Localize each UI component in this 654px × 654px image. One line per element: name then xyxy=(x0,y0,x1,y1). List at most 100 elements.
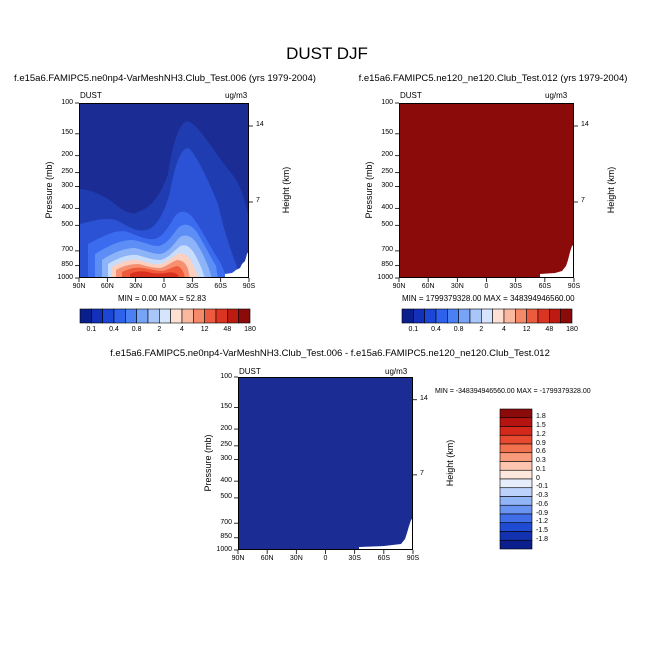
plot-area-top-right xyxy=(399,103,574,278)
colorbar-label: 1.8 xyxy=(536,413,546,421)
colorbar-swatch xyxy=(125,308,137,324)
y2-axis-label: Height (km) xyxy=(606,166,616,213)
colorbar-label: 4 xyxy=(180,326,184,333)
colorbar-swatch xyxy=(499,539,533,550)
contour-band xyxy=(130,271,179,277)
x-tick-label: 90S xyxy=(406,555,420,562)
contour-field-difference xyxy=(359,519,412,549)
colorbar-label: -0.1 xyxy=(536,483,549,491)
colorbar-label: -1.2 xyxy=(536,518,549,526)
colorbar-swatch xyxy=(499,417,533,427)
colorbar-swatch xyxy=(526,308,539,324)
figure-title: DUST DJF xyxy=(286,44,368,63)
x-tick-label: 0 xyxy=(484,283,489,290)
stats-text: MIN = -348394946560.00 MAX = -1799379328… xyxy=(435,388,591,395)
x-tick-label: 30S xyxy=(186,283,199,290)
colorbar-label: 12 xyxy=(200,326,209,333)
y-tick-label: 500 xyxy=(220,493,232,501)
y2-tick-label: 14 xyxy=(256,121,264,129)
x-tick-label: 0 xyxy=(323,555,328,562)
colorbar-label: 0.8 xyxy=(131,326,142,333)
y-tick-label: 250 xyxy=(381,168,393,176)
colorbar-label: 0.1 xyxy=(536,465,546,473)
stats-text: MIN = 1799379328.00 MAX = 348394946560.0… xyxy=(402,294,575,303)
x-tick-label: 90S xyxy=(242,283,256,290)
x-tick-label: 90S xyxy=(567,283,581,290)
y-tick-label: 250 xyxy=(61,168,73,176)
y-axis-label: Pressure (mb) xyxy=(44,161,54,219)
colorbar-swatch xyxy=(499,452,533,462)
panel-left-label: DUST xyxy=(80,91,102,100)
y-tick-label: 700 xyxy=(61,246,73,254)
colorbar-top-left xyxy=(79,308,251,324)
colorbar-swatch xyxy=(113,308,126,324)
contour-field-top-right xyxy=(540,245,573,277)
colorbar-swatch xyxy=(458,308,471,324)
panel-title-difference: f.e15a6.FAMIPC5.ne0np4-VarMeshNH3.Club_T… xyxy=(110,348,550,359)
axes-ticks-difference xyxy=(234,376,417,554)
colorbar-label: 1.2 xyxy=(536,430,546,438)
colorbar-swatch xyxy=(481,308,493,324)
colorbar-swatch xyxy=(515,308,527,324)
colorbar-swatch xyxy=(424,308,437,324)
y2-tick-label: 7 xyxy=(420,470,424,478)
x-tick-label: 30N xyxy=(450,283,464,290)
y-tick-label: 700 xyxy=(381,246,393,254)
colorbar-swatch xyxy=(499,426,533,436)
topography-mask xyxy=(225,252,248,277)
colorbar-swatch xyxy=(91,308,103,324)
colorbar-swatch xyxy=(147,308,160,324)
x-tick-label: 60N xyxy=(421,283,435,290)
colorbar-difference xyxy=(499,408,533,550)
topography-mask xyxy=(359,519,412,549)
colorbar-label: 0 xyxy=(536,474,540,482)
colorbar-swatch xyxy=(499,469,533,480)
panel-title-top-left: f.e15a6.FAMIPC5.ne0np4-VarMeshNH3.Club_T… xyxy=(14,73,316,84)
colorbar-label: 0.4 xyxy=(109,326,119,333)
colorbar-swatch xyxy=(401,308,414,324)
x-tick-label: 60N xyxy=(260,555,274,562)
colorbar-swatch xyxy=(503,308,516,324)
panel-unit-label: ug/m3 xyxy=(385,367,408,376)
colorbar-label: 2 xyxy=(157,326,162,333)
colorbar-swatch xyxy=(492,308,505,324)
colorbar-top-right xyxy=(401,308,573,324)
colorbar-swatch xyxy=(136,308,149,324)
colorbar-swatch xyxy=(215,308,228,324)
y-tick-label: 300 xyxy=(381,181,393,189)
colorbar-swatch xyxy=(102,308,115,324)
x-tick-label: 60N xyxy=(100,283,114,290)
y2-axis-label: Height (km) xyxy=(281,166,291,213)
x-tick-label: 90N xyxy=(231,555,245,562)
colorbar-swatch xyxy=(499,531,533,541)
colorbar-swatch xyxy=(79,308,92,324)
y-tick-label: 850 xyxy=(381,261,393,269)
colorbar-label: 2 xyxy=(479,326,484,333)
colorbar-label: -0.3 xyxy=(536,492,549,499)
colorbar-label: -0.9 xyxy=(536,509,549,517)
colorbar-label: 0.9 xyxy=(536,439,546,447)
x-tick-label: 60S xyxy=(377,555,391,562)
x-tick-label: 30S xyxy=(348,555,361,562)
colorbar-swatch xyxy=(499,496,533,506)
contour-field-top-left xyxy=(80,121,248,277)
y-axis-label: Pressure (mb) xyxy=(203,434,213,492)
panel-unit-label: ug/m3 xyxy=(545,91,568,100)
colorbar-label: -0.6 xyxy=(536,500,549,508)
x-tick-label: 90N xyxy=(392,283,406,290)
y-tick-label: 850 xyxy=(61,261,73,269)
y-tick-label: 400 xyxy=(381,203,393,211)
x-tick-label: 0 xyxy=(162,283,166,290)
y-tick-label: 250 xyxy=(220,441,232,449)
x-tick-label: 90N xyxy=(72,283,86,290)
colorbar-swatch xyxy=(499,461,533,471)
x-tick-label: 60S xyxy=(538,283,552,290)
colorbar-swatch xyxy=(204,308,217,324)
colorbar-swatch xyxy=(181,308,194,324)
colorbar-label: 180 xyxy=(566,326,578,333)
colorbar-label: 48 xyxy=(223,326,232,333)
colorbar-label: 180 xyxy=(244,326,256,333)
colorbar-swatch xyxy=(159,308,171,324)
colorbar-swatch xyxy=(193,308,205,324)
panel-left-label: DUST xyxy=(239,367,261,376)
